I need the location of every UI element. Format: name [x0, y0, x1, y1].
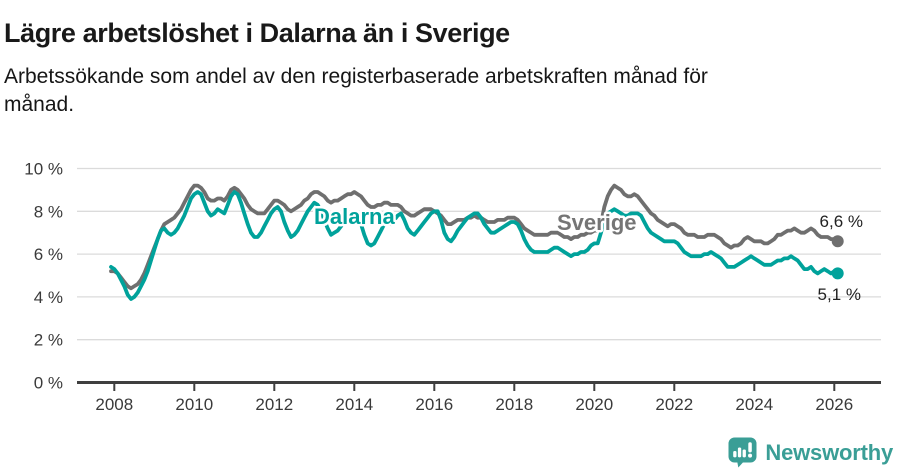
x-tick-label: 2012: [255, 395, 293, 414]
brand-logo-link[interactable]: Newsworthy: [728, 437, 893, 468]
series-label-sverige: Sverige: [557, 210, 637, 235]
x-tick-label: 2022: [655, 395, 693, 414]
y-tick-label: 10 %: [24, 160, 63, 179]
series-label-dalarna: Dalarna: [314, 204, 395, 229]
x-axis: 2008 2010 2012 2014 2016 2018 2020 2022 2024 2026: [77, 381, 881, 414]
x-tick-label: 2014: [335, 395, 373, 414]
y-tick-label: 6 %: [34, 245, 63, 264]
series-line-dalarna: [109, 190, 840, 301]
x-tick-label: 2020: [575, 395, 613, 414]
y-tick-label: 8 %: [34, 202, 63, 221]
end-dot-sverige: [831, 235, 844, 248]
subtitle-line-1: Arbetssökande som andel av den registerb…: [4, 65, 708, 88]
newsworthy-logo-icon: [728, 437, 757, 468]
end-dot-dalarna: [831, 267, 844, 280]
gridlines: [77, 167, 881, 341]
y-tick-label: 4 %: [34, 288, 63, 307]
series-line-sverige: [109, 183, 840, 291]
series-lines: [109, 183, 840, 301]
y-tick-label: 0 %: [34, 374, 63, 393]
y-axis-labels: 0 % 2 % 4 % 6 % 8 % 10 %: [24, 160, 63, 393]
end-value-label-dalarna: 5,1 %: [818, 285, 861, 304]
x-tick-label: 2008: [95, 395, 133, 414]
x-tick-label: 2026: [815, 395, 853, 414]
subtitle-line-2: månad.: [4, 93, 75, 116]
x-tick-label: 2016: [415, 395, 453, 414]
page-title: Lägre arbetslöshet i Dalarna än i Sverig…: [4, 18, 510, 49]
brand-name: Newsworthy: [765, 439, 893, 465]
end-value-label-sverige: 6,6 %: [820, 212, 863, 231]
chart-subtitle: Arbetssökande som andel av den registerb…: [4, 63, 708, 119]
end-dots: [831, 235, 844, 280]
x-tick-label: 2024: [735, 395, 773, 414]
x-tick-label: 2010: [175, 395, 213, 414]
x-tick-label: 2018: [495, 395, 533, 414]
y-tick-label: 2 %: [34, 331, 63, 350]
